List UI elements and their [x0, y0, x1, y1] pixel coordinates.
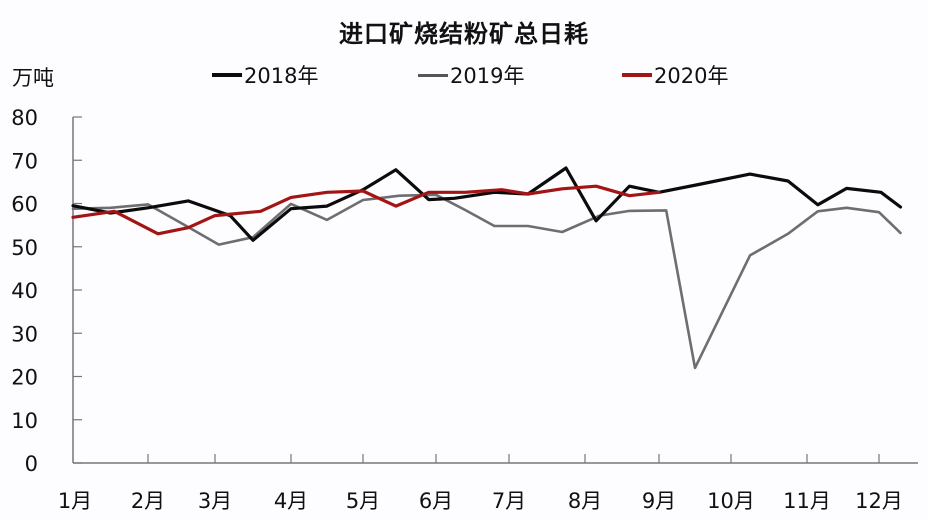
legend-item-2020: 2020年: [622, 60, 728, 90]
x-tick-label: 10月: [707, 489, 755, 513]
series-line-2018: [71, 166, 903, 242]
legend-swatch-2020: [622, 73, 652, 77]
legend-swatch-2018: [212, 73, 242, 77]
legend-item-2019: 2019年: [418, 60, 524, 90]
x-tick-label: 5月: [346, 489, 380, 513]
series-lines: [71, 166, 903, 370]
x-tick-label: 4月: [274, 489, 308, 513]
x-tick-label: 7月: [492, 489, 526, 513]
x-tick-label: 12月: [855, 489, 903, 513]
y-tick-label: 40: [11, 279, 38, 303]
x-tick-label: 1月: [58, 489, 92, 513]
x-tick-label: 2月: [131, 489, 165, 513]
x-tick-label: 9月: [642, 489, 676, 513]
y-tick-label: 0: [25, 452, 38, 476]
chart-title: 进口矿烧结粉矿总日耗: [339, 20, 589, 48]
x-tick-label: 3月: [198, 489, 232, 513]
legend-label-2020: 2020年: [654, 64, 729, 88]
legend-label-2018: 2018年: [244, 64, 319, 88]
y-tick-label: 60: [11, 193, 38, 217]
y-tick-label: 80: [11, 106, 38, 130]
y-tick-label: 30: [11, 322, 38, 346]
series-line-2019: [71, 193, 902, 370]
y-tick-label: 10: [11, 409, 38, 433]
y-tick-label: 50: [11, 236, 38, 260]
x-tick-label: 6月: [419, 489, 453, 513]
legend-label-2019: 2019年: [450, 64, 525, 88]
x-tick-label: 8月: [568, 489, 602, 513]
legend-item-2018: 2018年: [212, 60, 318, 90]
y-tick-label: 70: [11, 149, 38, 173]
y-tick-label: 20: [11, 366, 38, 390]
series-line-2020: [71, 184, 661, 236]
y-axis-unit-label: 万吨: [12, 66, 54, 90]
x-tick-label: 11月: [783, 489, 831, 513]
legend-swatch-2019: [418, 73, 448, 77]
axes: 0 10 20 30 40 50 60 70 80 1月 2月 3月 4月 5月 6月 7月 8月 9月 10月 11…: [11, 106, 918, 513]
legend: 2018年 2019年 2020年: [0, 60, 928, 90]
